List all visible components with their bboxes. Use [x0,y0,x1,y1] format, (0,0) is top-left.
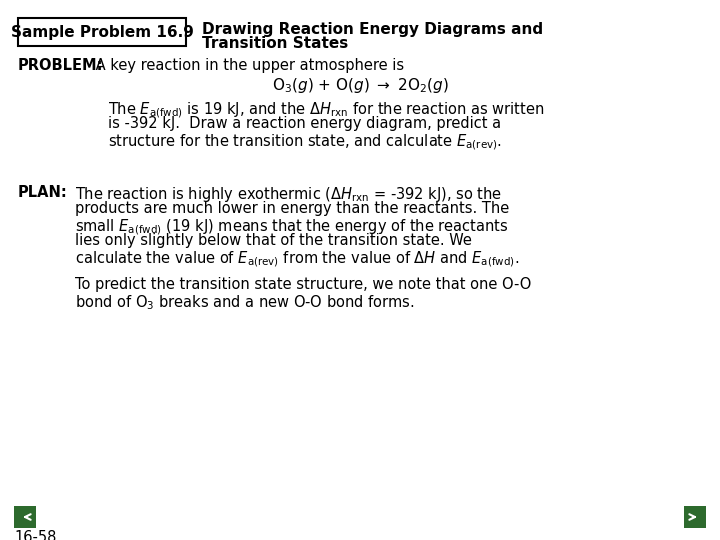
Text: calculate the value of $E_{\mathregular{a(rev)}}$ from the value of $\Delta H$ a: calculate the value of $E_{\mathregular{… [75,249,519,268]
FancyBboxPatch shape [18,18,186,46]
Text: Transition States: Transition States [202,36,348,51]
Text: structure for the transition state, and calculate $E_{\mathregular{a(rev)}}$.: structure for the transition state, and … [108,132,502,152]
Text: small $E_{\mathregular{a(fwd)}}$ (19 kJ) means that the energy of the reactants: small $E_{\mathregular{a(fwd)}}$ (19 kJ)… [75,217,508,237]
Text: The $E_{\mathregular{a(fwd)}}$ is 19 kJ, and the $\Delta H_{\mathregular{rxn}}$ : The $E_{\mathregular{a(fwd)}}$ is 19 kJ,… [108,100,544,119]
FancyBboxPatch shape [684,506,706,528]
Text: is -392 kJ.  Draw a reaction energy diagram, predict a: is -392 kJ. Draw a reaction energy diagr… [108,116,501,131]
Text: To predict the transition state structure, we note that one O-O: To predict the transition state structur… [75,277,531,292]
Text: 16-58: 16-58 [14,530,56,540]
FancyBboxPatch shape [14,506,36,528]
Text: PROBLEM:: PROBLEM: [18,58,104,73]
Text: Sample Problem 16.9: Sample Problem 16.9 [11,24,194,39]
Text: lies only slightly below that of the transition state. We: lies only slightly below that of the tra… [75,233,472,248]
Text: A key reaction in the upper atmosphere is: A key reaction in the upper atmosphere i… [91,58,404,73]
Text: products are much lower in energy than the reactants. The: products are much lower in energy than t… [75,201,509,216]
Text: O$_3$($g$) + O($g$) $\rightarrow$ 2O$_2$($g$): O$_3$($g$) + O($g$) $\rightarrow$ 2O$_2$… [271,76,449,95]
Text: The reaction is highly exothermic ($\Delta H_{\mathregular{rxn}}$ = -392 kJ), so: The reaction is highly exothermic ($\Del… [75,185,502,204]
Text: bond of O$_3$ breaks and a new O-O bond forms.: bond of O$_3$ breaks and a new O-O bond … [75,293,415,312]
Text: PLAN:: PLAN: [18,185,68,200]
Text: Drawing Reaction Energy Diagrams and: Drawing Reaction Energy Diagrams and [202,22,543,37]
